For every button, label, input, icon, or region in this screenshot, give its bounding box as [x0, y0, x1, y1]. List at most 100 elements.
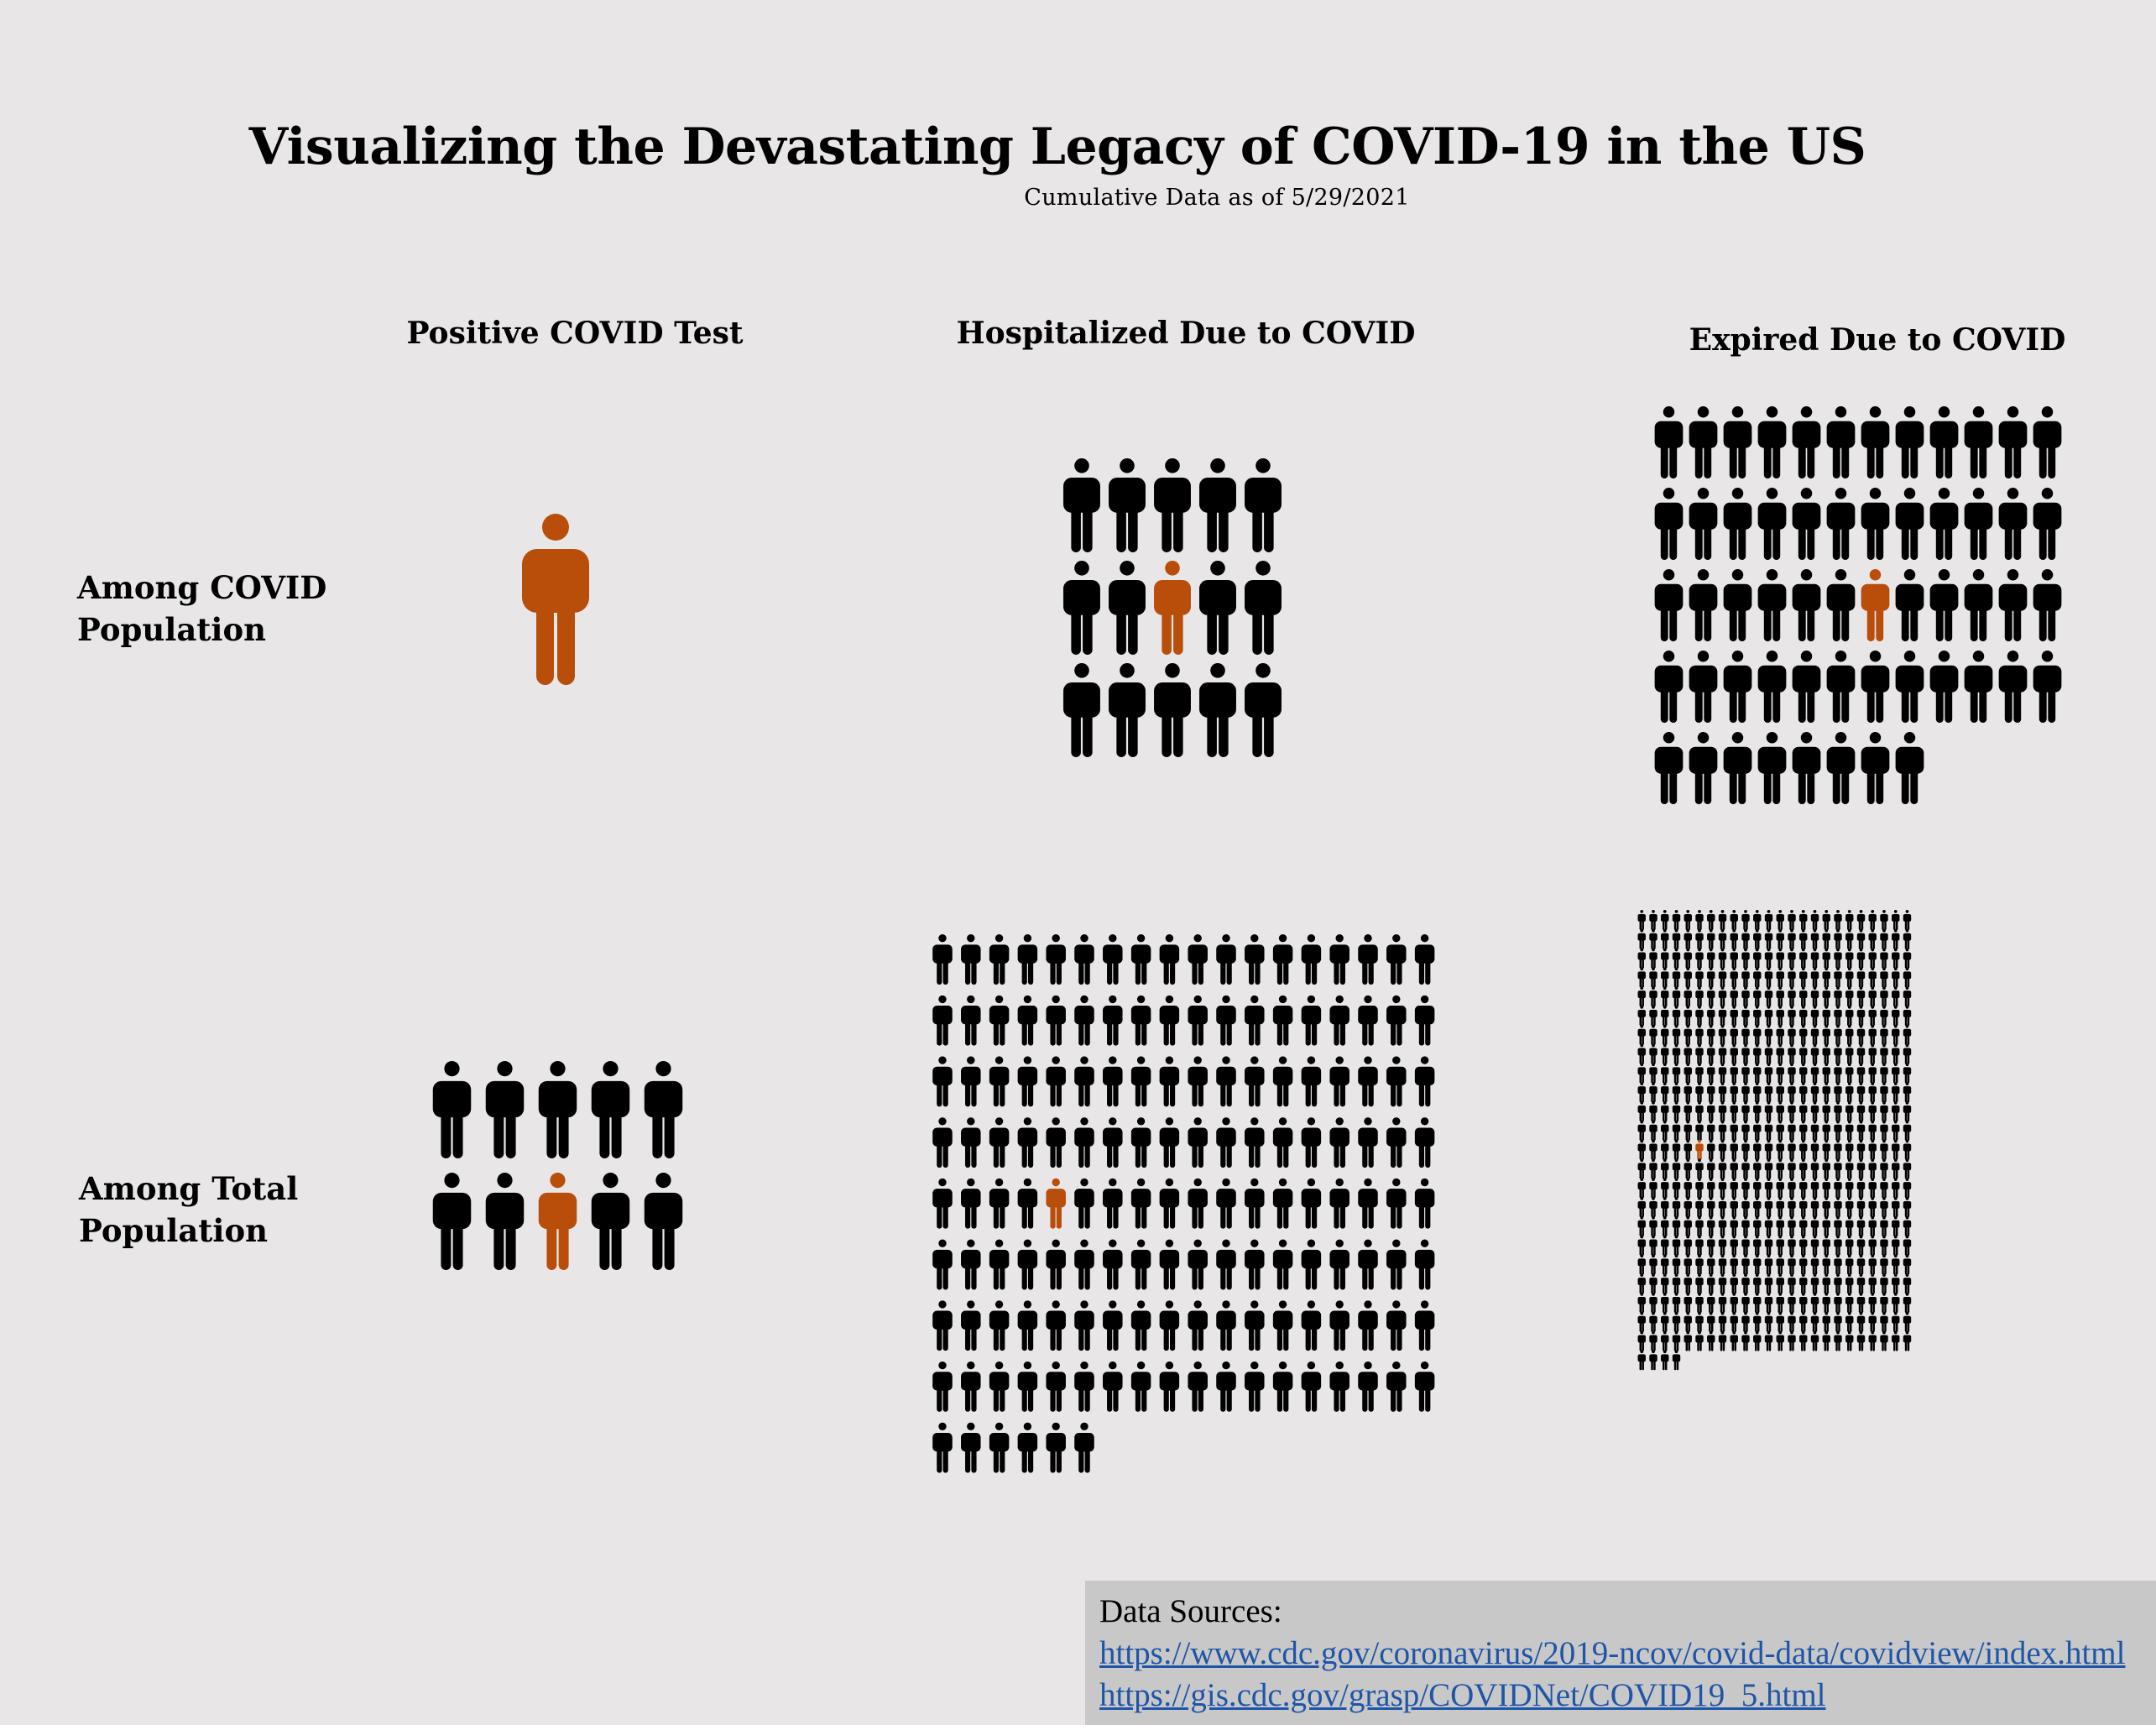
- person-icon: [1822, 928, 1830, 949]
- person-icon: [1903, 1120, 1912, 1141]
- person-icon: [1684, 1006, 1692, 1026]
- person-icon: [1103, 995, 1123, 1046]
- person-icon: [1845, 1178, 1854, 1199]
- person-icon: [1892, 1101, 1900, 1121]
- person-icon: [1892, 1311, 1900, 1332]
- person-icon: [1810, 1215, 1819, 1236]
- column-header-positive-test: Positive COVID Test: [406, 316, 744, 351]
- person-icon: [1764, 1330, 1773, 1351]
- person-icon: [1880, 1101, 1888, 1121]
- person-icon: [1695, 1006, 1704, 1026]
- person-icon: [1788, 1120, 1796, 1141]
- person-icon: [1358, 934, 1378, 985]
- person-icon: [1753, 1178, 1762, 1199]
- person-icon: [1856, 967, 1866, 988]
- person-icon: [1880, 928, 1888, 949]
- person-icon: [1684, 1139, 1692, 1160]
- person-icon: [1159, 995, 1180, 1046]
- person-icon: [1880, 1063, 1888, 1084]
- person-icon: [1822, 1063, 1830, 1084]
- person-icon: [1764, 1178, 1773, 1199]
- person-icon: [1856, 1158, 1866, 1179]
- person-icon: [1868, 1235, 1877, 1256]
- person-icon: [1017, 934, 1038, 985]
- person-icon: [1130, 995, 1151, 1046]
- pictogram-cell-2: [1654, 406, 2062, 804]
- person-icon: [1637, 1197, 1646, 1217]
- person-icon: [1707, 1158, 1715, 1179]
- person-icon: [1788, 1254, 1796, 1275]
- person-icon: [1695, 1330, 1704, 1351]
- person-icon: [1792, 488, 1821, 560]
- source-link-covidnet[interactable]: https://gis.cdc.gov/grasp/COVIDNet/COVID…: [1099, 1677, 1826, 1713]
- pictogram-cell-1: [1063, 458, 1282, 757]
- person-icon: [1764, 1082, 1773, 1103]
- person-icon: [1199, 458, 1236, 552]
- person-icon: [1695, 1197, 1704, 1217]
- person-icon: [1637, 1350, 1646, 1371]
- person-icon: [1845, 1197, 1854, 1217]
- person-icon: [1776, 1178, 1784, 1199]
- person-icon: [1834, 1254, 1842, 1275]
- person-icon: [1695, 1082, 1704, 1103]
- person-icon: [1845, 1082, 1854, 1103]
- person-icon: [1753, 1311, 1762, 1332]
- person-icon: [961, 1361, 981, 1412]
- person-icon: [1723, 651, 1752, 723]
- person-icon: [1649, 1197, 1657, 1217]
- person-icon: [1868, 1082, 1877, 1103]
- person-icon: [1188, 1117, 1208, 1168]
- person-icon-highlighted: [1046, 1178, 1066, 1229]
- person-icon: [1672, 1215, 1681, 1236]
- person-icon: [1868, 1254, 1877, 1275]
- person-icon: [1245, 1117, 1265, 1168]
- person-icon: [1684, 1024, 1692, 1045]
- person-icon: [432, 1061, 472, 1158]
- person-icon: [1718, 928, 1727, 949]
- person-icon: [1834, 1311, 1842, 1332]
- person-icon: [1707, 948, 1715, 969]
- person-icon: [1868, 1120, 1877, 1141]
- person-icon: [1637, 1215, 1646, 1236]
- person-icon: [1414, 1361, 1435, 1412]
- person-icon: [1414, 1056, 1435, 1107]
- person-icon: [1903, 1197, 1912, 1217]
- person-icon: [1661, 1215, 1669, 1236]
- person-icon: [1741, 1235, 1750, 1256]
- person-icon: [1707, 1197, 1715, 1217]
- person-icon: [1822, 1139, 1830, 1160]
- person-icon: [1649, 967, 1657, 988]
- source-link-cdc-covidview[interactable]: https://www.cdc.gov/coronavirus/2019-nco…: [1099, 1635, 2126, 1671]
- person-icon: [1386, 995, 1407, 1046]
- person-icon: [1845, 1024, 1854, 1045]
- person-icon: [1776, 1235, 1784, 1256]
- person-icon: [1998, 569, 2028, 641]
- person-icon: [1329, 1239, 1349, 1290]
- person-icon: [1845, 1330, 1854, 1351]
- person-icon: [1216, 1056, 1236, 1107]
- person-icon: [1856, 1273, 1866, 1294]
- person-icon: [1822, 1254, 1830, 1275]
- person-icon: [1074, 1117, 1094, 1168]
- person-icon: [1684, 1082, 1692, 1103]
- person-icon: [1880, 967, 1888, 988]
- person-icon: [1672, 1043, 1681, 1064]
- person-icon: [1723, 732, 1752, 804]
- person-icon: [1046, 1056, 1066, 1107]
- person-icon: [1672, 1101, 1681, 1121]
- person-icon: [1788, 1139, 1796, 1160]
- person-icon: [1892, 1043, 1900, 1064]
- person-icon: [1188, 1361, 1208, 1412]
- person-icon: [932, 1422, 953, 1473]
- person-icon: [1245, 663, 1282, 757]
- person-icon: [1707, 1293, 1715, 1313]
- person-icon: [1649, 1043, 1657, 1064]
- person-icon: [1856, 928, 1866, 949]
- person-icon: [1159, 934, 1180, 985]
- person-icon: [1892, 948, 1900, 969]
- person-icon: [1718, 948, 1727, 969]
- person-icon: [1063, 561, 1100, 655]
- person-icon: [1730, 1197, 1738, 1217]
- person-icon: [1672, 1158, 1681, 1179]
- person-icon: [1718, 1273, 1727, 1294]
